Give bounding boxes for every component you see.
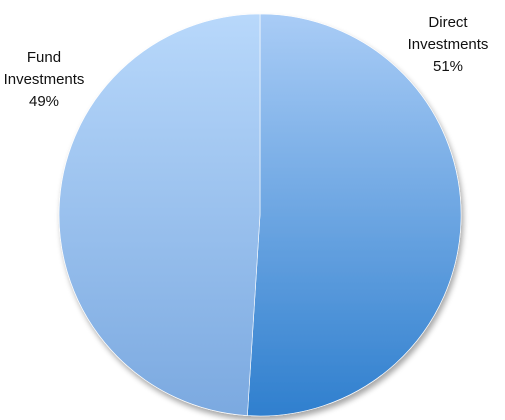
slice-name-label: Investments bbox=[408, 36, 489, 53]
slice-value-label: 49% bbox=[29, 93, 59, 110]
slice-label-1: Fund Investments 49% bbox=[4, 49, 85, 110]
pie-slice-0 bbox=[247, 13, 462, 417]
pie-slice-1 bbox=[58, 13, 261, 416]
slice-name-label: Investments bbox=[4, 71, 85, 88]
slice-labels: Direct Investments 51% Fund Investments 49% bbox=[4, 14, 489, 110]
slice-value-label: 51% bbox=[433, 58, 463, 75]
slice-label-0: Direct Investments 51% bbox=[408, 14, 489, 75]
pie-slices bbox=[58, 13, 462, 417]
slice-name-label: Direct bbox=[428, 14, 468, 31]
slice-name-label: Fund bbox=[27, 49, 61, 66]
